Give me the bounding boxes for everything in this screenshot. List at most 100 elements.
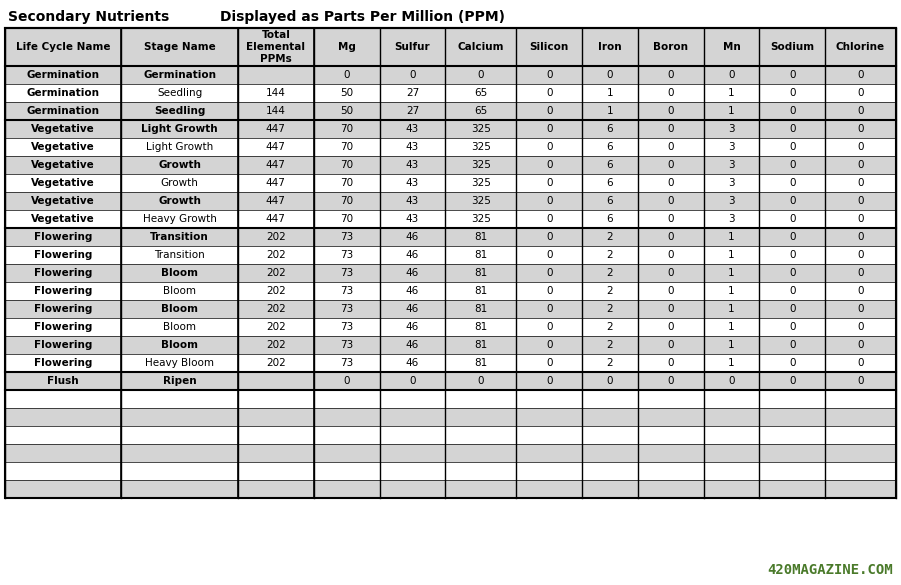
Text: Flowering: Flowering [34, 232, 93, 242]
Text: 1: 1 [728, 106, 735, 116]
Bar [5, 246, 896, 264]
Text: 0: 0 [789, 304, 796, 314]
Text: 0: 0 [546, 232, 552, 242]
Text: 0: 0 [409, 376, 415, 386]
Bar [5, 120, 896, 138]
Bar [5, 210, 896, 228]
Text: 0: 0 [858, 250, 864, 260]
Text: 1: 1 [728, 232, 735, 242]
Bar [5, 264, 896, 282]
Text: 46: 46 [406, 286, 419, 296]
Text: 0: 0 [789, 160, 796, 170]
Text: 447: 447 [266, 124, 286, 134]
Text: Flowering: Flowering [34, 286, 93, 296]
Text: 0: 0 [546, 178, 552, 188]
Text: Germination: Germination [27, 106, 100, 116]
Text: 0: 0 [668, 214, 674, 224]
Text: 6: 6 [606, 124, 614, 134]
Text: 70: 70 [341, 214, 353, 224]
Text: 202: 202 [266, 358, 286, 368]
Text: 70: 70 [341, 160, 353, 170]
Text: Flush: Flush [48, 376, 79, 386]
Text: Bloom: Bloom [161, 304, 198, 314]
Text: Bloom: Bloom [161, 268, 198, 278]
Text: 0: 0 [728, 376, 734, 386]
Text: Vegetative: Vegetative [32, 214, 96, 224]
Text: 420MAGAZINE.COM: 420MAGAZINE.COM [768, 563, 893, 577]
Bar [5, 102, 896, 120]
Text: 447: 447 [266, 142, 286, 152]
Text: 46: 46 [406, 322, 419, 332]
Text: 3: 3 [728, 142, 735, 152]
Text: 0: 0 [546, 268, 552, 278]
Text: 2: 2 [606, 322, 614, 332]
Text: 6: 6 [606, 196, 614, 206]
Text: 0: 0 [343, 70, 350, 80]
Bar [5, 84, 896, 102]
Text: 81: 81 [474, 340, 487, 350]
Text: Germination: Germination [143, 70, 216, 80]
Text: 81: 81 [474, 232, 487, 242]
Text: 0: 0 [789, 214, 796, 224]
Text: Boron: Boron [653, 42, 688, 52]
Text: 325: 325 [471, 124, 491, 134]
Text: 0: 0 [858, 268, 864, 278]
Text: 1: 1 [728, 304, 735, 314]
Text: 0: 0 [546, 88, 552, 98]
Bar [5, 336, 896, 354]
Text: 325: 325 [471, 142, 491, 152]
Text: 73: 73 [340, 286, 353, 296]
Text: 2: 2 [606, 232, 614, 242]
Text: 0: 0 [789, 178, 796, 188]
Text: 0: 0 [789, 286, 796, 296]
Text: 0: 0 [546, 142, 552, 152]
Text: 3: 3 [728, 178, 735, 188]
Text: 43: 43 [406, 196, 419, 206]
Text: Vegetative: Vegetative [32, 124, 96, 134]
Text: 1: 1 [606, 106, 614, 116]
Bar [5, 390, 896, 408]
Text: 27: 27 [406, 88, 419, 98]
Text: 144: 144 [266, 106, 286, 116]
Text: 81: 81 [474, 286, 487, 296]
Text: Silicon: Silicon [530, 42, 569, 52]
Text: 1: 1 [606, 88, 614, 98]
Text: Total
Elemental
PPMs: Total Elemental PPMs [246, 30, 305, 64]
Text: 0: 0 [546, 124, 552, 134]
Text: 0: 0 [789, 322, 796, 332]
Text: 0: 0 [546, 376, 552, 386]
Text: 0: 0 [606, 70, 614, 80]
Text: 2: 2 [606, 250, 614, 260]
Text: 70: 70 [341, 124, 353, 134]
Bar [5, 444, 896, 462]
Text: Sulfur: Sulfur [395, 42, 431, 52]
Text: Mn: Mn [723, 42, 741, 52]
Text: Growth: Growth [159, 196, 201, 206]
Text: Seedling: Seedling [157, 88, 203, 98]
Text: 70: 70 [341, 142, 353, 152]
Text: 0: 0 [858, 124, 864, 134]
Text: 0: 0 [789, 358, 796, 368]
Text: 202: 202 [266, 268, 286, 278]
Text: Ripen: Ripen [163, 376, 196, 386]
Text: 1: 1 [728, 268, 735, 278]
Bar [5, 462, 896, 480]
Text: 1: 1 [728, 250, 735, 260]
Text: 447: 447 [266, 178, 286, 188]
Text: 6: 6 [606, 160, 614, 170]
Text: Vegetative: Vegetative [32, 160, 96, 170]
Text: 46: 46 [406, 268, 419, 278]
Text: 0: 0 [668, 178, 674, 188]
Text: 0: 0 [409, 70, 415, 80]
Text: 0: 0 [858, 196, 864, 206]
Text: 65: 65 [474, 106, 487, 116]
Text: 0: 0 [478, 70, 484, 80]
Text: Stage Name: Stage Name [144, 42, 215, 52]
Text: 0: 0 [668, 358, 674, 368]
Text: 202: 202 [266, 232, 286, 242]
Text: 46: 46 [406, 358, 419, 368]
Text: 0: 0 [668, 250, 674, 260]
Bar [5, 174, 896, 192]
Bar [5, 282, 896, 300]
Text: Light Growth: Light Growth [141, 124, 218, 134]
